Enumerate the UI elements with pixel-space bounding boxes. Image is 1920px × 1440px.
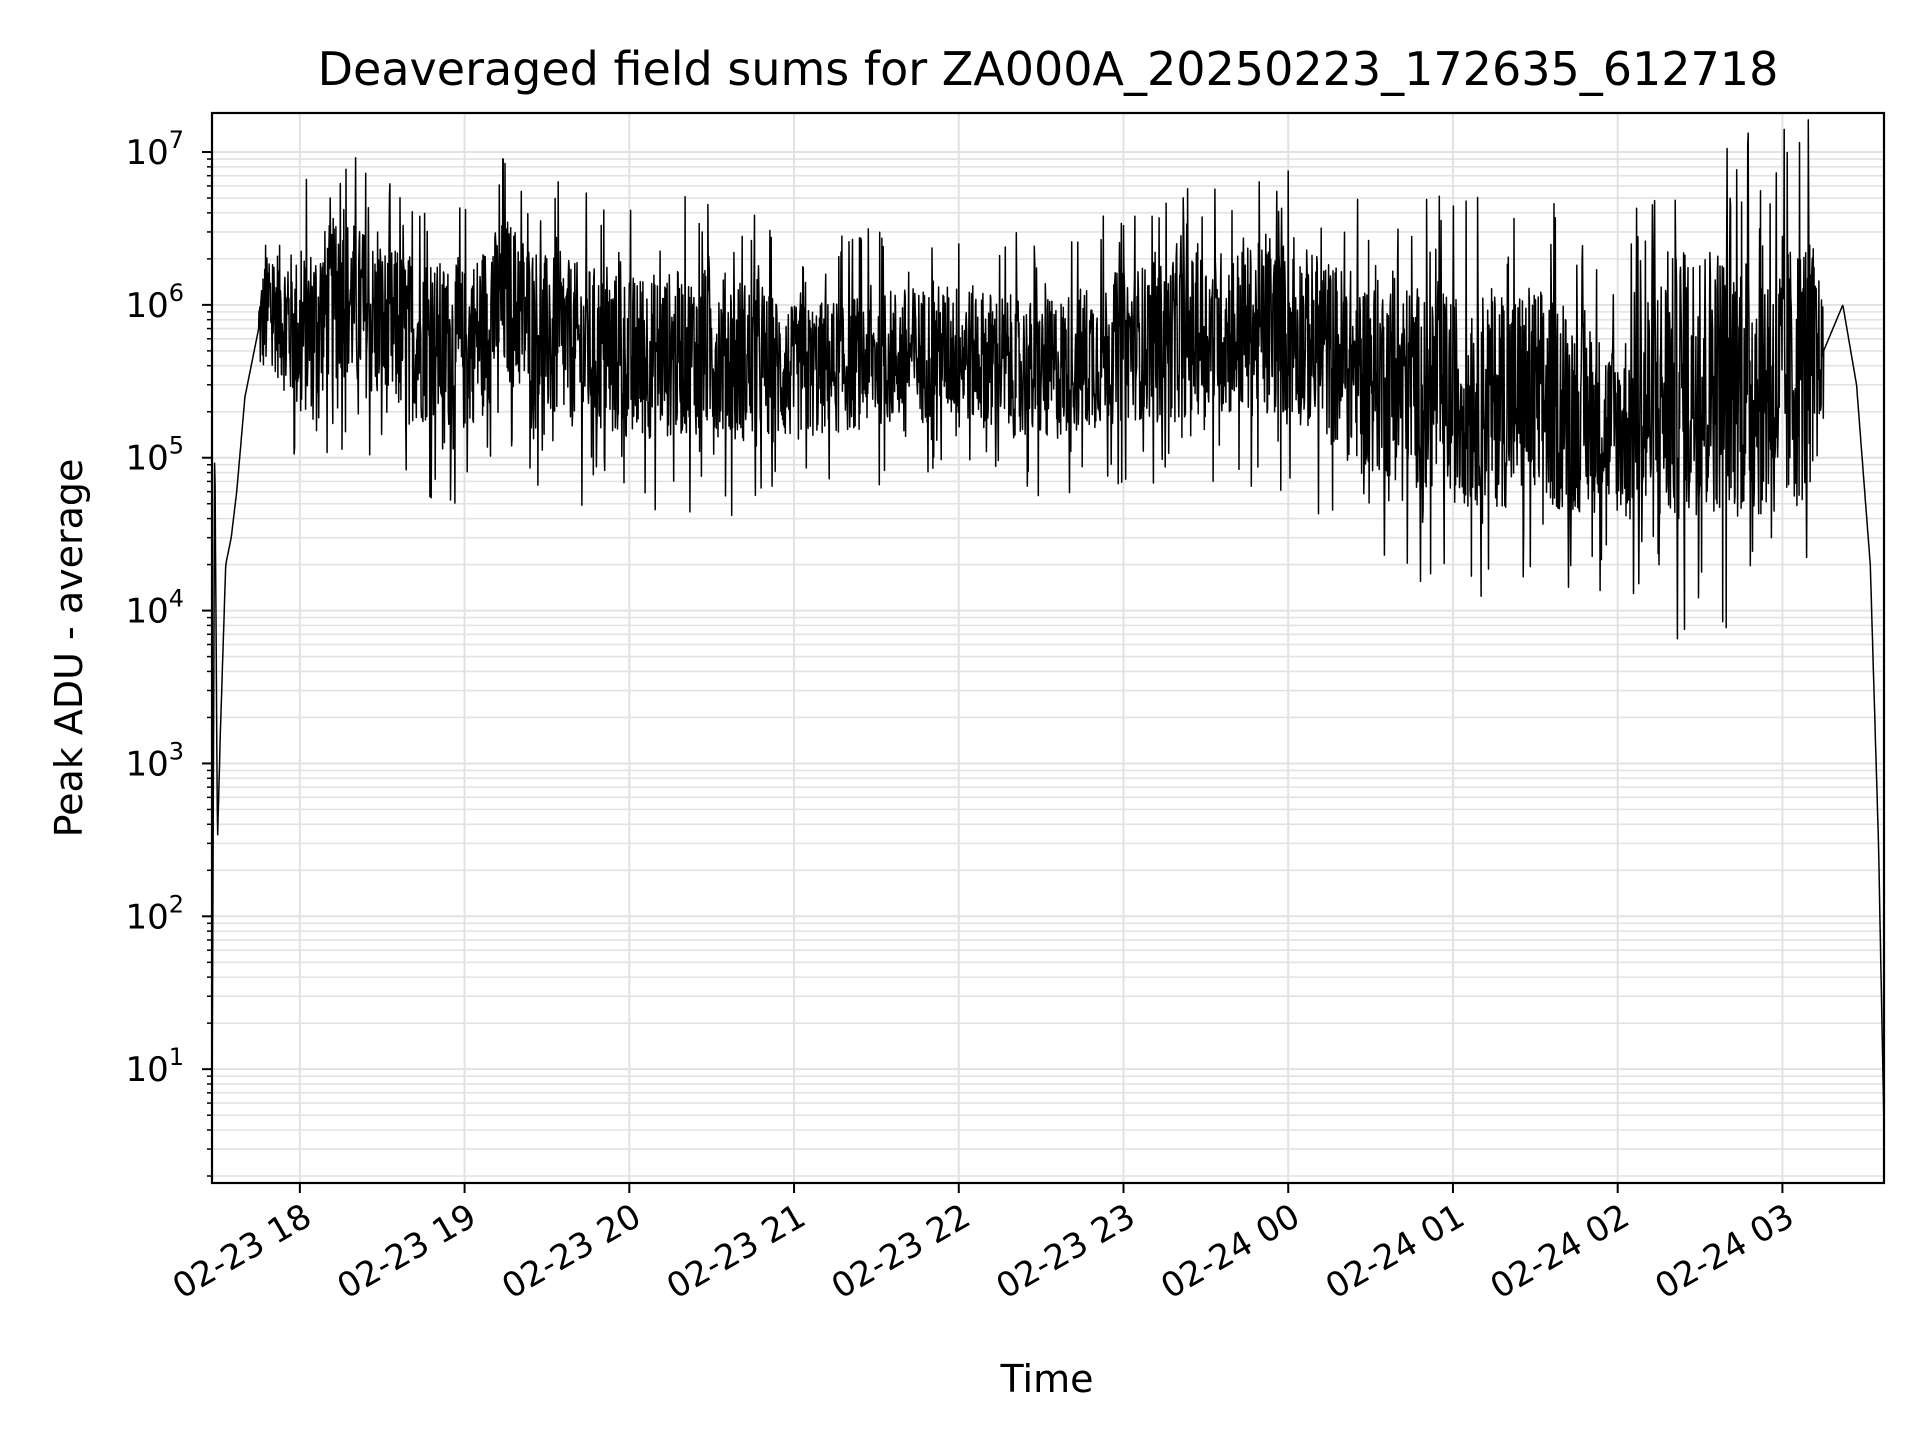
- x-tick-label: 02-24 02: [1484, 1196, 1636, 1307]
- x-tick-label: 02-24 03: [1649, 1196, 1801, 1307]
- y-tick-label: 106: [125, 279, 184, 326]
- y-tick-label: 104: [125, 585, 184, 632]
- x-tick-label: 02-23 20: [495, 1196, 647, 1307]
- y-tick-label: 107: [125, 126, 184, 173]
- x-tick-label: 02-23 23: [990, 1196, 1142, 1307]
- x-tick-label: 02-23 21: [660, 1196, 812, 1307]
- x-tick-label: 02-23 19: [331, 1196, 483, 1307]
- x-axis-title: Time: [1000, 1357, 1094, 1401]
- plot-area: [211, 119, 1885, 1131]
- x-tick-label: 02-24 00: [1154, 1196, 1306, 1307]
- plot-frame: [210, 111, 1886, 1185]
- y-tick-label: 101: [125, 1043, 184, 1090]
- y-axis-title: Peak ADU - average: [47, 459, 91, 838]
- y-tick-label: 105: [125, 432, 184, 479]
- y-tick-label: 102: [125, 890, 184, 937]
- data-line: [211, 119, 1885, 1131]
- x-tick-label: 02-24 01: [1319, 1196, 1471, 1307]
- chart-title: Deaveraged field sums for ZA000A_2025022…: [318, 42, 1779, 96]
- x-tick-label: 02-23 22: [825, 1196, 977, 1307]
- x-tick-label: 02-23 18: [166, 1196, 318, 1307]
- y-tick-label: 103: [125, 737, 184, 784]
